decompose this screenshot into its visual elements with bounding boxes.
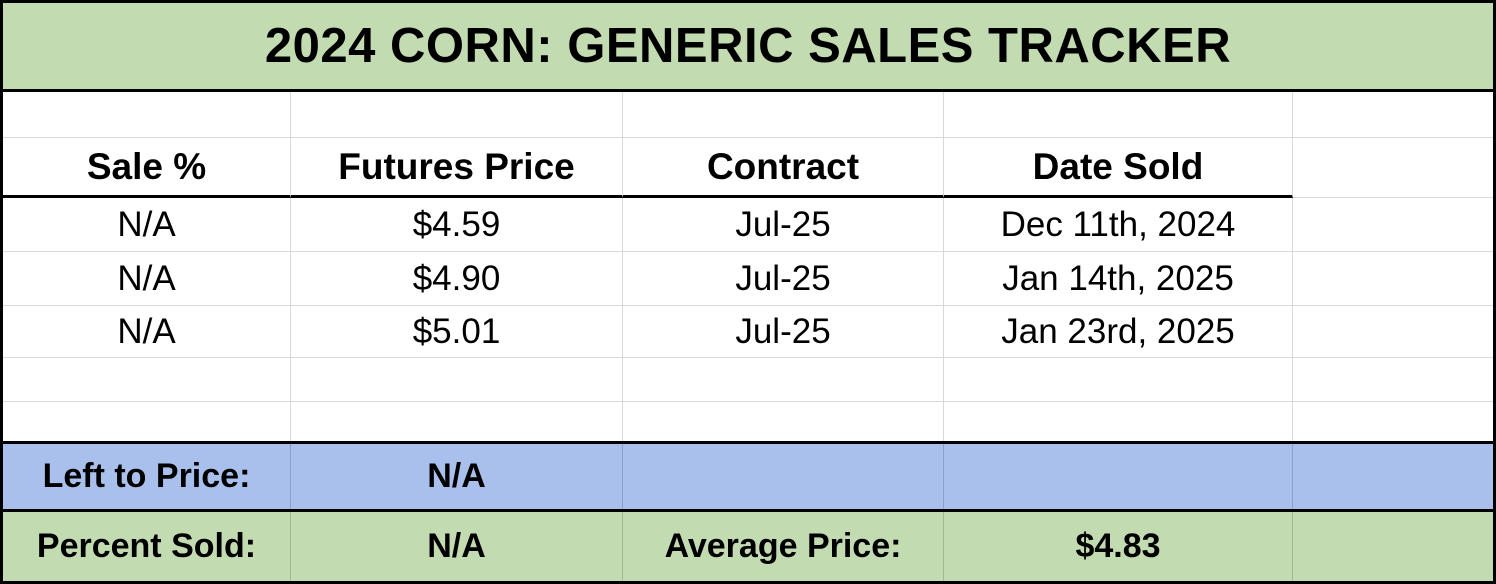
empty-cell[interactable] [1293, 252, 1493, 305]
column-header-sale-percent[interactable]: Sale % [3, 138, 291, 198]
cell-contract[interactable]: Jul-25 [623, 198, 944, 251]
empty-cell[interactable] [291, 358, 623, 401]
empty-cell[interactable] [944, 92, 1293, 137]
cell-contract[interactable]: Jul-25 [623, 306, 944, 357]
empty-cell[interactable] [3, 92, 291, 137]
cell-sale-percent[interactable]: N/A [3, 306, 291, 357]
cell-sale-percent[interactable]: N/A [3, 198, 291, 251]
left-to-price-value-cell[interactable]: N/A [291, 444, 623, 509]
summary-row-left-to-price: Left to Price: N/A [3, 444, 1493, 512]
column-header-futures-price[interactable]: Futures Price [291, 138, 623, 198]
cell-date-sold[interactable]: Jan 14th, 2025 [944, 252, 1293, 305]
empty-cell[interactable] [291, 92, 623, 137]
empty-cell[interactable] [291, 402, 623, 441]
empty-cell[interactable] [1293, 92, 1493, 137]
empty-cell[interactable] [944, 444, 1293, 509]
percent-sold-value-cell[interactable]: N/A [291, 512, 623, 581]
empty-cell[interactable] [623, 444, 944, 509]
empty-cell[interactable] [623, 92, 944, 137]
spacer-row [3, 92, 1493, 138]
column-header-date-sold[interactable]: Date Sold [944, 138, 1293, 198]
page-title: 2024 CORN: GENERIC SALES TRACKER [264, 19, 1232, 73]
table-row: N/A $4.59 Jul-25 Dec 11th, 2024 [3, 198, 1493, 252]
cell-date-sold[interactable]: Jan 23rd, 2025 [944, 306, 1293, 357]
cell-futures-price[interactable]: $4.59 [291, 198, 623, 251]
title-row: 2024 CORN: GENERIC SALES TRACKER [3, 3, 1493, 92]
empty-cell[interactable] [1293, 512, 1493, 581]
table-row: N/A $4.90 Jul-25 Jan 14th, 2025 [3, 252, 1493, 306]
empty-cell[interactable] [1293, 306, 1493, 357]
column-header-contract[interactable]: Contract [623, 138, 944, 198]
left-to-price-label-cell[interactable]: Left to Price: [3, 444, 291, 509]
empty-cell[interactable] [1293, 358, 1493, 401]
average-price-label-cell[interactable]: Average Price: [623, 512, 944, 581]
empty-cell[interactable] [1293, 402, 1493, 441]
cell-sale-percent[interactable]: N/A [3, 252, 291, 305]
empty-cell[interactable] [623, 402, 944, 441]
column-header-empty[interactable] [1293, 138, 1493, 198]
empty-cell[interactable] [3, 402, 291, 441]
empty-cell[interactable] [1293, 198, 1493, 251]
empty-cell[interactable] [1293, 444, 1493, 509]
empty-cell[interactable] [944, 402, 1293, 441]
table-row [3, 402, 1493, 444]
empty-cell[interactable] [3, 358, 291, 401]
percent-sold-label-cell[interactable]: Percent Sold: [3, 512, 291, 581]
empty-cell[interactable] [623, 358, 944, 401]
average-price-value-cell[interactable]: $4.83 [944, 512, 1293, 581]
header-row: Sale % Futures Price Contract Date Sold [3, 138, 1493, 198]
empty-cell[interactable] [944, 358, 1293, 401]
summary-row-percent-sold: Percent Sold: N/A Average Price: $4.83 [3, 512, 1493, 581]
cell-contract[interactable]: Jul-25 [623, 252, 944, 305]
table-title-cell[interactable]: 2024 CORN: GENERIC SALES TRACKER [3, 3, 1493, 89]
table-row: N/A $5.01 Jul-25 Jan 23rd, 2025 [3, 306, 1493, 358]
cell-futures-price[interactable]: $5.01 [291, 306, 623, 357]
cell-futures-price[interactable]: $4.90 [291, 252, 623, 305]
cell-date-sold[interactable]: Dec 11th, 2024 [944, 198, 1293, 251]
table-row [3, 358, 1493, 402]
